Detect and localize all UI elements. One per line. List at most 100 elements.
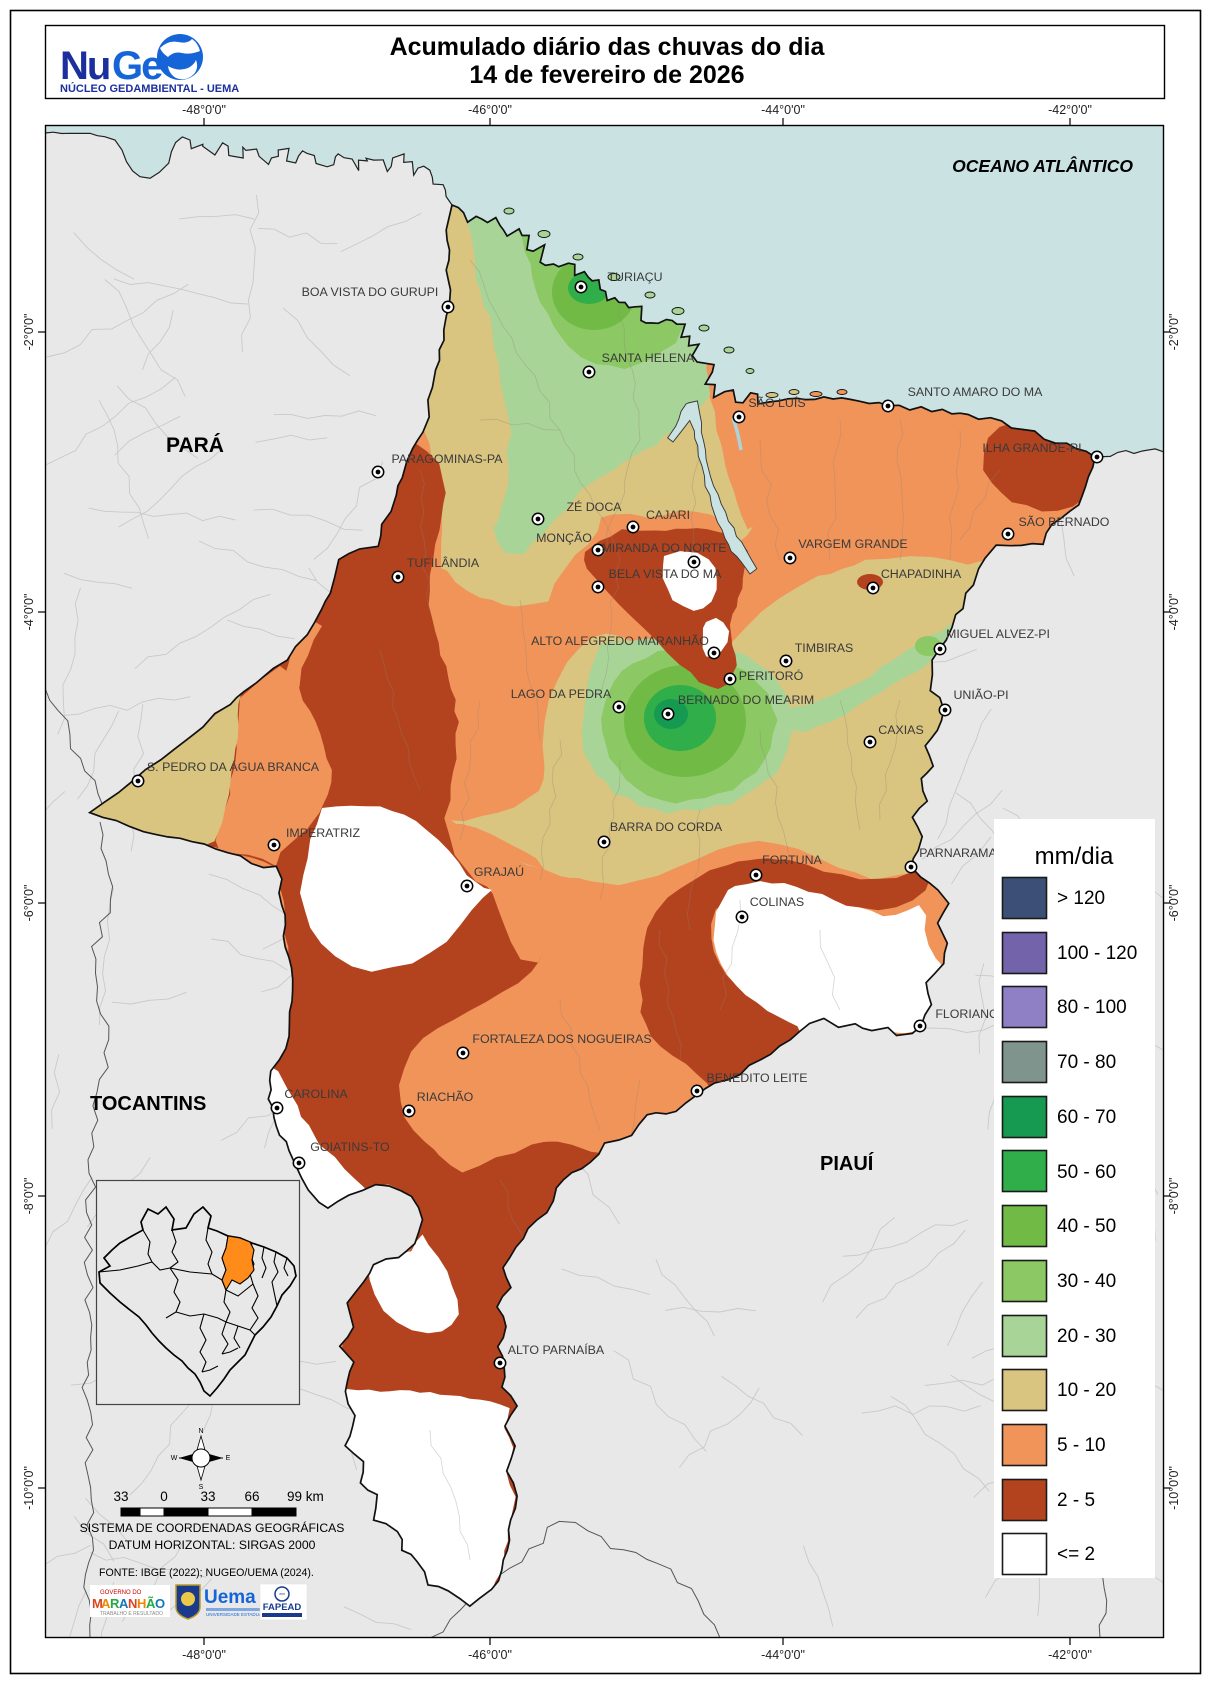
svg-text:IMPERATRIZ: IMPERATRIZ (286, 826, 361, 840)
svg-text:N: N (198, 1428, 203, 1435)
svg-text:FAPEAD: FAPEAD (263, 1602, 302, 1613)
svg-text:30 - 40: 30 - 40 (1057, 1271, 1116, 1292)
svg-text:TOCANTINS: TOCANTINS (90, 1093, 206, 1115)
svg-text:100 - 120: 100 - 120 (1057, 943, 1137, 964)
svg-text:FORTALEZA DOS NOGUEIRAS: FORTALEZA DOS NOGUEIRAS (472, 1032, 651, 1046)
svg-text:E: E (226, 1455, 231, 1462)
svg-text:10 - 20: 10 - 20 (1057, 1380, 1116, 1401)
svg-text:-4°0'0": -4°0'0" (22, 594, 36, 631)
svg-text:TIMBIRAS: TIMBIRAS (795, 641, 854, 655)
svg-text:TURIAÇU: TURIAÇU (607, 270, 662, 284)
svg-text:SISTEMA DE COORDENADAS GEOGRÁF: SISTEMA DE COORDENADAS GEOGRÁFICAS (80, 1520, 345, 1535)
svg-text:-48°0'0": -48°0'0" (182, 1648, 226, 1662)
svg-text:GRAJAÚ: GRAJAÚ (474, 864, 524, 879)
svg-text:-46°0'0": -46°0'0" (468, 1648, 512, 1662)
svg-text:GOIATINS-TO: GOIATINS-TO (310, 1140, 390, 1154)
svg-text:PARAGOMINAS-PA: PARAGOMINAS-PA (391, 452, 503, 466)
svg-text:Acumulado diário das chuvas do: Acumulado diário das chuvas do dia (390, 33, 826, 61)
svg-text:mm/dia: mm/dia (1035, 843, 1114, 870)
svg-text:14 de fevereiro de 2026: 14 de fevereiro de 2026 (469, 61, 744, 89)
svg-text:A: A (101, 1596, 111, 1611)
svg-text:S. PEDRO DA ÁGUA BRANCA: S. PEDRO DA ÁGUA BRANCA (147, 759, 320, 774)
svg-text:CAROLINA: CAROLINA (284, 1087, 348, 1101)
svg-text:BERNADO DO MEARIM: BERNADO DO MEARIM (678, 693, 814, 707)
svg-text:SANTO AMARO DO MA: SANTO AMARO DO MA (908, 385, 1043, 399)
svg-text:-8°0'0": -8°0'0" (22, 1178, 36, 1215)
svg-text:DATUM HORIZONTAL: SIRGAS 2000: DATUM HORIZONTAL: SIRGAS 2000 (109, 1538, 316, 1552)
svg-text:MIRANDA DO NORTE: MIRANDA DO NORTE (601, 541, 726, 555)
svg-text:-42°0'0": -42°0'0" (1048, 1648, 1092, 1662)
svg-text:N: N (128, 1596, 137, 1611)
svg-text:S: S (199, 1484, 204, 1491)
svg-text:70 - 80: 70 - 80 (1057, 1052, 1116, 1073)
svg-text:SÃO LUÍS: SÃO LUÍS (748, 395, 805, 410)
svg-text:W: W (171, 1455, 178, 1462)
svg-text:60 - 70: 60 - 70 (1057, 1107, 1116, 1128)
svg-text:O: O (155, 1596, 165, 1611)
svg-text:-8°0'0": -8°0'0" (1167, 1178, 1181, 1215)
svg-text:***: *** (279, 1593, 285, 1599)
svg-text:NÚCLEO GEDAMBIENTAL - UEMA: NÚCLEO GEDAMBIENTAL - UEMA (60, 82, 239, 95)
svg-text:-4°0'0": -4°0'0" (1167, 594, 1181, 631)
svg-text:> 120: > 120 (1057, 888, 1105, 909)
svg-text:33: 33 (200, 1489, 215, 1504)
svg-text:CHAPADINHA: CHAPADINHA (881, 567, 962, 581)
svg-text:5 - 10: 5 - 10 (1057, 1435, 1106, 1456)
svg-text:CAJARI: CAJARI (646, 508, 690, 522)
svg-text:20 - 30: 20 - 30 (1057, 1326, 1116, 1347)
svg-text:99 km: 99 km (287, 1489, 324, 1504)
svg-text:ALTO ALEGREDO MARANHÃO: ALTO ALEGREDO MARANHÃO (531, 634, 709, 648)
svg-text:FLORIANO: FLORIANO (935, 1007, 999, 1021)
svg-text:80 - 100: 80 - 100 (1057, 997, 1127, 1018)
svg-text:-10°0'0": -10°0'0" (22, 1466, 36, 1510)
svg-text:ZÉ DOCA: ZÉ DOCA (566, 499, 622, 514)
svg-text:33: 33 (113, 1489, 128, 1504)
svg-text:-42°0'0": -42°0'0" (1048, 103, 1092, 117)
svg-text:-2°0'0": -2°0'0" (1167, 314, 1181, 351)
svg-text:UNIÃO-PI: UNIÃO-PI (953, 688, 1008, 702)
svg-text:MIGUEL ALVEZ-PI: MIGUEL ALVEZ-PI (946, 627, 1050, 641)
svg-text:TUFILÂNDIA: TUFILÂNDIA (407, 555, 480, 570)
svg-text:-44°0'0": -44°0'0" (761, 1648, 805, 1662)
svg-text:50 - 60: 50 - 60 (1057, 1162, 1116, 1183)
svg-text:-6°0'0": -6°0'0" (1167, 885, 1181, 922)
svg-text:BENEDITO LEITE: BENEDITO LEITE (707, 1071, 808, 1085)
svg-text:ILHA GRANDE-PI: ILHA GRANDE-PI (982, 441, 1081, 455)
svg-text:BOA VISTA DO GURUPI: BOA VISTA DO GURUPI (302, 285, 439, 299)
svg-text:-44°0'0": -44°0'0" (761, 103, 805, 117)
svg-text:Nu: Nu (60, 44, 109, 88)
svg-text:ALTO PARNAÍBA: ALTO PARNAÍBA (508, 1342, 605, 1357)
svg-text:M: M (92, 1596, 103, 1611)
svg-text:TRABALHO E RESULTADO: TRABALHO E RESULTADO (100, 1611, 163, 1617)
svg-text:UNIVERSIDADE ESTADUAL DO MARAN: UNIVERSIDADE ESTADUAL DO MARANHÃO (206, 1611, 300, 1617)
svg-text:FORTUNA: FORTUNA (762, 853, 822, 867)
svg-text:LAGO DA PEDRA: LAGO DA PEDRA (511, 687, 612, 701)
svg-text:GOVERNO DO: GOVERNO DO (100, 1590, 142, 1596)
svg-text:<= 2: <= 2 (1057, 1544, 1095, 1565)
svg-text:CAXIAS: CAXIAS (878, 723, 923, 737)
svg-text:PARNARAMA: PARNARAMA (919, 846, 997, 860)
svg-text:BELA VISTA DO MA: BELA VISTA DO MA (609, 567, 722, 581)
svg-text:VARGEM GRANDE: VARGEM GRANDE (798, 537, 907, 551)
svg-text:-46°0'0": -46°0'0" (468, 103, 512, 117)
svg-text:-2°0'0": -2°0'0" (22, 314, 36, 351)
svg-text:H: H (137, 1596, 146, 1611)
svg-text:FONTE: IBGE (2022); NUGEO/UEMA: FONTE: IBGE (2022); NUGEO/UEMA (2024). (99, 1567, 314, 1579)
svg-text:PIAUÍ: PIAUÍ (820, 1152, 874, 1175)
svg-text:COLINAS: COLINAS (750, 895, 804, 909)
svg-text:PERITORÓ: PERITORÓ (739, 668, 804, 683)
svg-text:-48°0'0": -48°0'0" (182, 103, 226, 117)
svg-text:SANTA HELENA: SANTA HELENA (602, 351, 695, 365)
svg-text:40 - 50: 40 - 50 (1057, 1216, 1116, 1237)
svg-text:A: A (119, 1596, 129, 1611)
svg-text:MONÇÃO: MONÇÃO (536, 531, 592, 545)
svg-text:OCEANO ATLÂNTICO: OCEANO ATLÂNTICO (952, 155, 1133, 176)
svg-text:Uema: Uema (204, 1587, 256, 1608)
svg-text:BARRA DO CORDA: BARRA DO CORDA (610, 820, 723, 834)
svg-text:R: R (110, 1596, 120, 1611)
svg-text:Ge: Ge (112, 44, 162, 88)
svg-text:PARÁ: PARÁ (166, 434, 224, 457)
svg-text:-10°0'0": -10°0'0" (1167, 1466, 1181, 1510)
svg-text:66: 66 (244, 1489, 259, 1504)
svg-text:RIACHÃO: RIACHÃO (417, 1090, 474, 1104)
